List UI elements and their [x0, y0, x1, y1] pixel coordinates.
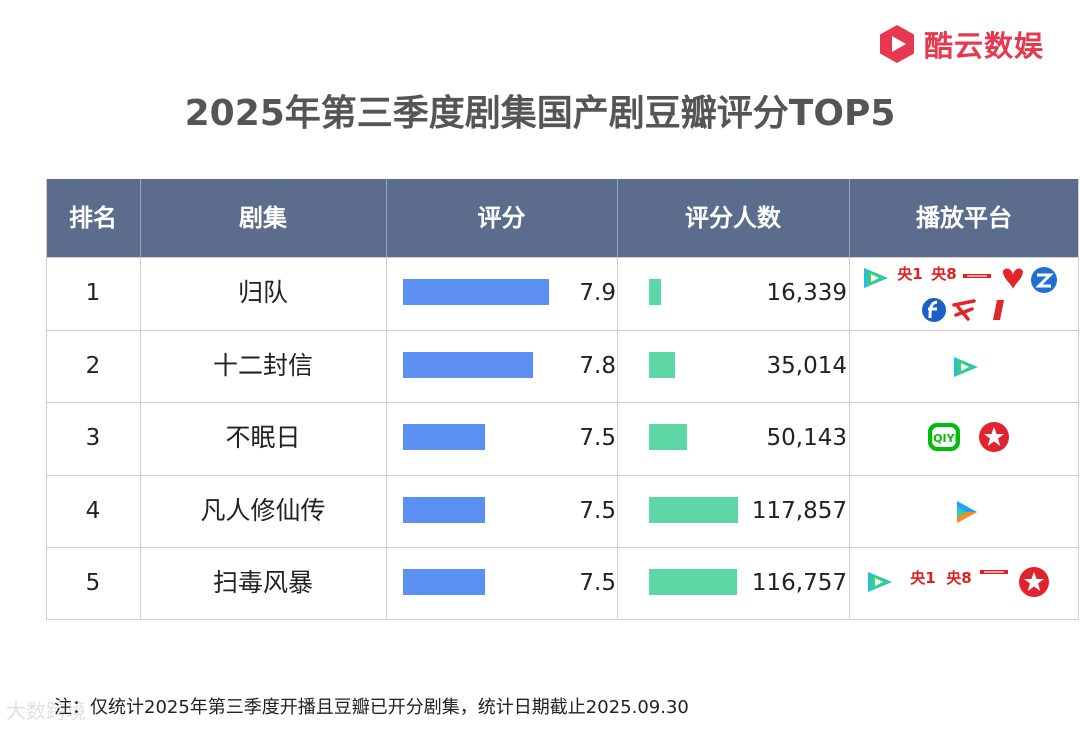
cctv8-icon: 央8	[931, 264, 957, 283]
cctv-logo-icon	[962, 271, 992, 281]
tencent-video-icon	[859, 263, 893, 293]
tencent-video-icon	[949, 352, 983, 382]
votes-bar	[649, 569, 738, 596]
column-divider	[617, 179, 618, 620]
row-divider	[46, 402, 1079, 404]
drama-name: 扫毒风暴	[212, 568, 313, 598]
score-bar	[403, 569, 485, 596]
tencent-video-icon	[863, 567, 897, 597]
cctv1-icon: 央1	[897, 264, 923, 283]
rank-cell: 5	[85, 570, 101, 597]
ranking-table: 排名 剧集 评分 评分人数 播放平台 1 归队 7.9 16,339 央1 央8 2 十二封信…	[46, 179, 1079, 620]
column-divider	[140, 179, 141, 620]
column-divider	[849, 179, 850, 620]
drama-name: 十二封信	[212, 350, 313, 380]
score-label: 7.5	[579, 425, 616, 452]
drama-name: 不眠日	[225, 423, 301, 453]
votes-bar	[649, 496, 738, 523]
header-divider	[140, 179, 141, 257]
cctv8-icon: 央8	[946, 568, 972, 587]
footnote: 注：仅统计2025年第三季度开播且豆瓣已开分剧集，统计日期截止2025.09.3…	[54, 697, 689, 718]
header-votes: 评分人数	[685, 204, 781, 232]
dragon-tv-icon	[917, 295, 951, 325]
shenzhen-tv-icon	[982, 295, 1016, 325]
dragon-tv-star-icon	[977, 422, 1011, 453]
iqiyi-icon: iQIYI	[927, 422, 961, 452]
score-bar	[403, 496, 485, 523]
header-name: 剧集	[239, 204, 287, 232]
table-header	[46, 179, 1079, 257]
platform-cell: 央1 央8	[849, 257, 1079, 329]
votes-bar	[649, 424, 687, 451]
cctv1-icon: 央1	[910, 568, 936, 587]
rank-cell: 4	[85, 497, 101, 524]
dragon-tv-star-icon	[1017, 567, 1051, 598]
header-score: 评分	[477, 204, 526, 232]
header-platform: 播放平台	[916, 204, 1012, 232]
score-bar	[403, 424, 485, 451]
table-border	[46, 179, 47, 620]
guangdong-tv-icon	[947, 295, 981, 325]
votes-label: 16,339	[766, 280, 847, 306]
table-border	[1078, 179, 1079, 620]
page-title: 2025年第三季度剧集国产剧豆瓣评分TOP5	[184, 93, 896, 134]
jiangsu-tv-icon	[996, 263, 1030, 293]
header-divider	[849, 179, 850, 257]
score-bar	[403, 351, 533, 378]
platform-cell	[849, 330, 1079, 402]
votes-label: 116,757	[751, 570, 847, 597]
watermark: 大数跨境	[6, 699, 86, 723]
rank-cell: 3	[85, 425, 101, 452]
header-divider	[617, 179, 618, 257]
zhejiang-tv-icon	[1027, 265, 1061, 295]
score-label: 7.9	[579, 280, 616, 306]
votes-bar	[649, 279, 662, 305]
score-bar	[403, 279, 549, 305]
youku-icon	[949, 497, 983, 527]
cctv-logo-icon	[979, 567, 1009, 577]
score-label: 7.8	[579, 352, 616, 379]
platform-cell: 央1 央8	[849, 547, 1079, 619]
platform-cell	[849, 475, 1079, 547]
votes-label: 50,143	[766, 425, 847, 452]
header-rank: 排名	[69, 204, 117, 232]
brand-logo: 酷云数娱	[878, 22, 1044, 66]
votes-label: 117,857	[751, 497, 847, 524]
kuyun-logo-icon	[880, 25, 914, 63]
rank-cell: 1	[85, 280, 101, 306]
drama-name: 凡人修仙传	[200, 495, 326, 525]
row-divider	[46, 257, 1079, 258]
drama-name: 归队	[237, 278, 288, 307]
row-divider	[46, 329, 1079, 331]
header-divider	[386, 179, 387, 257]
platform-cell: iQIYI	[849, 402, 1079, 474]
row-divider	[46, 547, 1079, 549]
row-divider	[46, 619, 1079, 620]
score-label: 7.5	[579, 570, 616, 597]
svg-text:iQIYI: iQIYI	[929, 432, 958, 445]
column-divider	[386, 179, 387, 620]
row-divider	[46, 474, 1079, 476]
votes-label: 35,014	[766, 352, 847, 379]
rank-cell: 2	[85, 352, 101, 379]
votes-bar	[649, 351, 676, 378]
brand-name: 酷云数娱	[924, 29, 1045, 63]
score-label: 7.5	[579, 497, 616, 524]
